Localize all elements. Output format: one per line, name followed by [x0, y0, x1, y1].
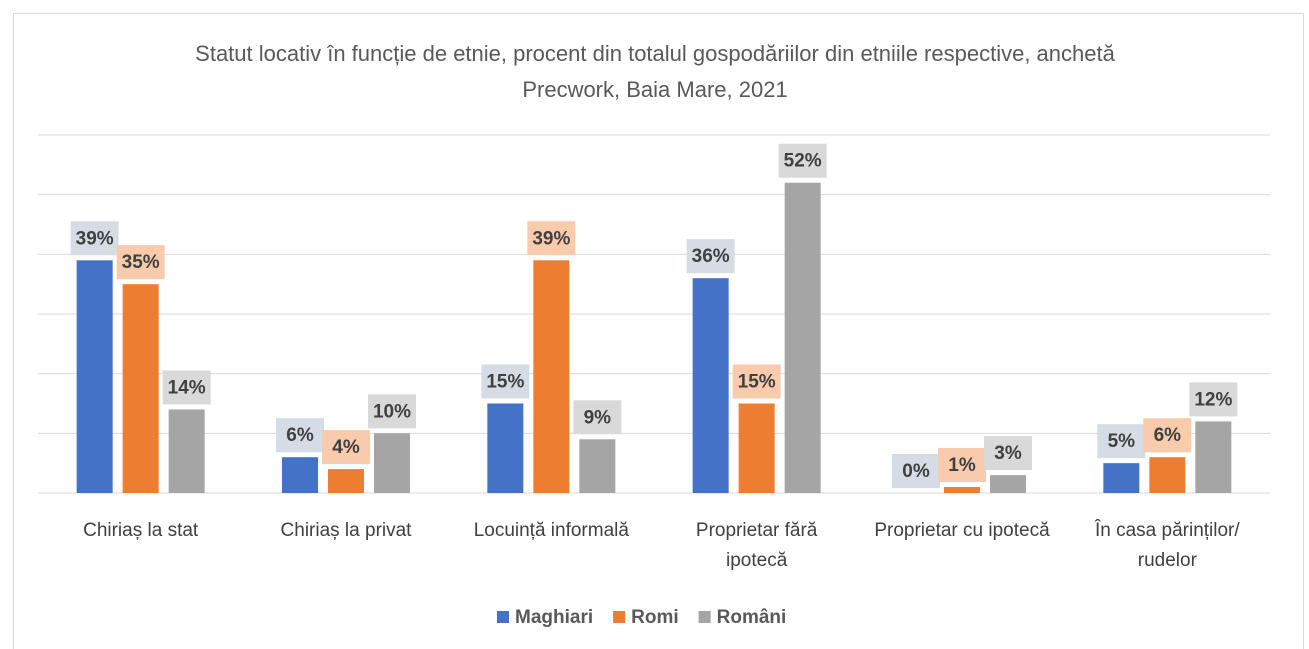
x-tick-label: Chiriaș la stat	[83, 520, 199, 541]
data-label-box	[162, 370, 211, 405]
bar	[1195, 421, 1232, 493]
data-label-box	[116, 245, 165, 280]
bar	[990, 475, 1026, 493]
data-label: 12%	[1194, 389, 1232, 410]
data-label: 39%	[532, 228, 570, 249]
chart-border	[13, 13, 1304, 649]
data-label-box	[732, 364, 781, 399]
data-label-box	[984, 436, 1032, 471]
data-label-box	[892, 454, 940, 488]
bar	[328, 469, 364, 493]
data-label: 3%	[994, 443, 1022, 464]
legend-label: Romi	[631, 607, 679, 628]
data-label: 36%	[692, 246, 730, 267]
data-label: 5%	[1108, 431, 1136, 452]
legend-label: Români	[717, 607, 787, 628]
data-label: 14%	[168, 377, 206, 398]
data-label: 35%	[122, 252, 160, 273]
x-tick-label: În casa părinților/ rudelor	[1094, 520, 1240, 571]
data-label: 6%	[286, 425, 314, 446]
x-tick-label: Locuință informală	[473, 520, 629, 541]
data-label-box	[1189, 382, 1238, 417]
legend-swatch	[613, 611, 626, 623]
data-label: 4%	[332, 437, 360, 458]
bar	[76, 260, 113, 493]
data-label-box	[276, 418, 324, 453]
data-label: 15%	[486, 372, 524, 393]
data-label-box	[70, 221, 119, 256]
bar	[374, 433, 410, 493]
bar	[282, 457, 318, 493]
bar	[784, 182, 821, 493]
data-label-box	[778, 143, 827, 178]
data-label-box	[938, 448, 986, 483]
data-label-box	[322, 430, 370, 465]
data-label-box	[1143, 418, 1192, 453]
data-label: 15%	[738, 372, 776, 393]
data-label-box	[368, 394, 416, 429]
x-tick-label: Proprietar fără ipotecă	[695, 520, 818, 571]
x-tick-label: Chiriaș la privat	[280, 520, 412, 541]
bar	[168, 409, 205, 493]
data-label: 10%	[373, 401, 411, 422]
data-label: 39%	[76, 228, 114, 249]
x-tick-label: Proprietar cu ipotecă	[874, 520, 1050, 541]
bar	[533, 260, 570, 493]
data-label: 0%	[902, 461, 930, 482]
data-label-box	[1097, 424, 1146, 459]
data-label: 6%	[1154, 425, 1182, 446]
legend-swatch	[497, 611, 509, 623]
bar	[579, 439, 616, 493]
data-label-box	[573, 400, 622, 435]
legend-swatch	[698, 611, 711, 623]
data-label: 9%	[584, 407, 612, 428]
data-label: 1%	[948, 455, 976, 476]
data-label-box	[481, 364, 530, 399]
data-label-box	[527, 221, 576, 256]
bar	[1149, 457, 1186, 493]
data-label: 52%	[784, 151, 822, 172]
bar	[1103, 463, 1140, 493]
chart-title: Statut locativ în funcție de etnie, proc…	[195, 41, 1115, 102]
legend-label: Maghiari	[515, 607, 593, 628]
bar	[692, 278, 729, 493]
bar	[122, 284, 159, 493]
bar	[487, 403, 524, 493]
data-label-box	[686, 239, 735, 274]
bar	[738, 403, 775, 493]
bar	[944, 487, 980, 493]
